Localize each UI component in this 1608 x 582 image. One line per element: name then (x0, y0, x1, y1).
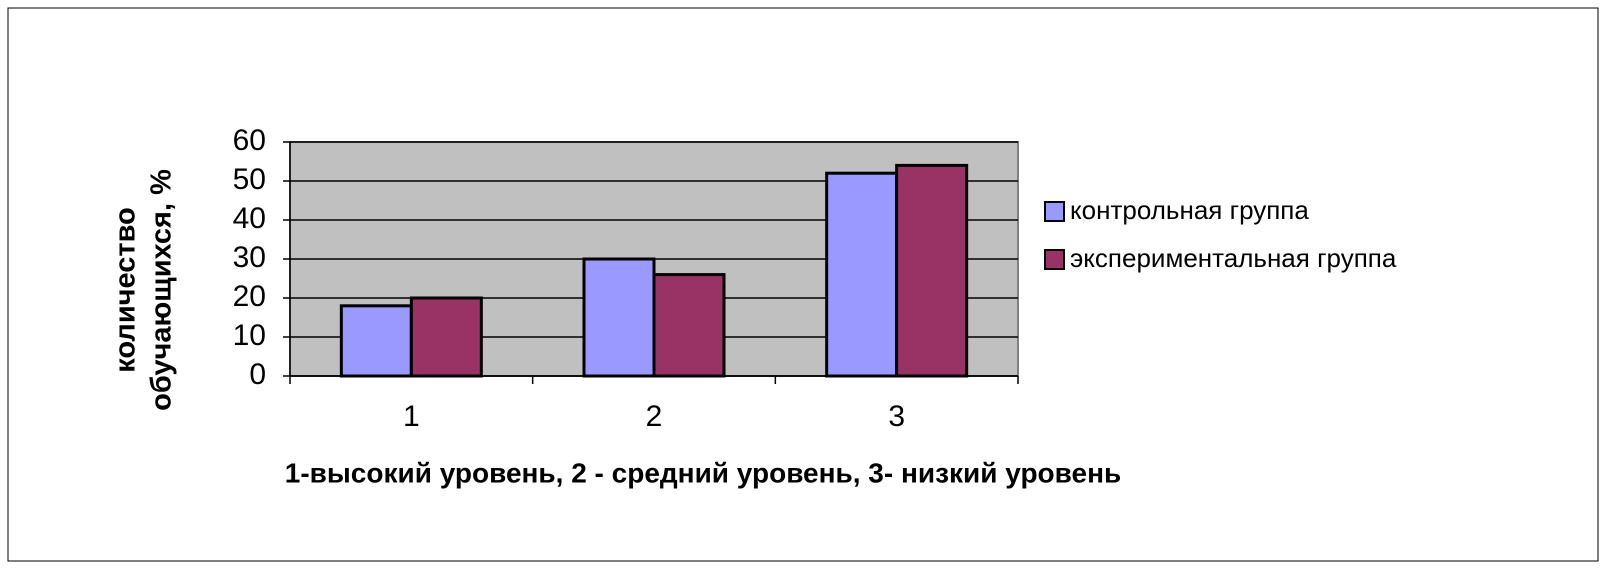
x-axis-title: 1-высокий уровень, 2 - средний уровень, … (285, 457, 1121, 488)
y-axis-title-line: количество (110, 207, 142, 372)
y-tick-label: 10 (233, 319, 266, 352)
legend-swatch (1044, 249, 1065, 270)
x-tick-label: 1 (403, 400, 420, 433)
bar (825, 171, 899, 378)
bar (895, 163, 969, 378)
x-tick-label: 2 (646, 400, 663, 433)
y-axis-title: количество обучающихся, % (110, 169, 178, 411)
bar (652, 273, 726, 378)
bar (409, 296, 483, 378)
y-tick-label: 30 (233, 241, 266, 274)
y-tick-label: 0 (249, 358, 266, 391)
bar (339, 304, 413, 378)
legend-label: экспериментальная группа (1070, 243, 1397, 273)
y-tick-label: 60 (233, 124, 266, 157)
y-tick-label: 50 (233, 163, 266, 196)
y-tick-label: 20 (233, 280, 266, 313)
y-tick-label: 40 (233, 202, 266, 235)
bar (582, 257, 656, 378)
legend-label: контрольная группа (1070, 195, 1309, 225)
x-tick-label: 3 (888, 400, 905, 433)
y-axis-title-line: обучающихся, % (146, 169, 178, 411)
legend-swatch (1044, 201, 1065, 222)
